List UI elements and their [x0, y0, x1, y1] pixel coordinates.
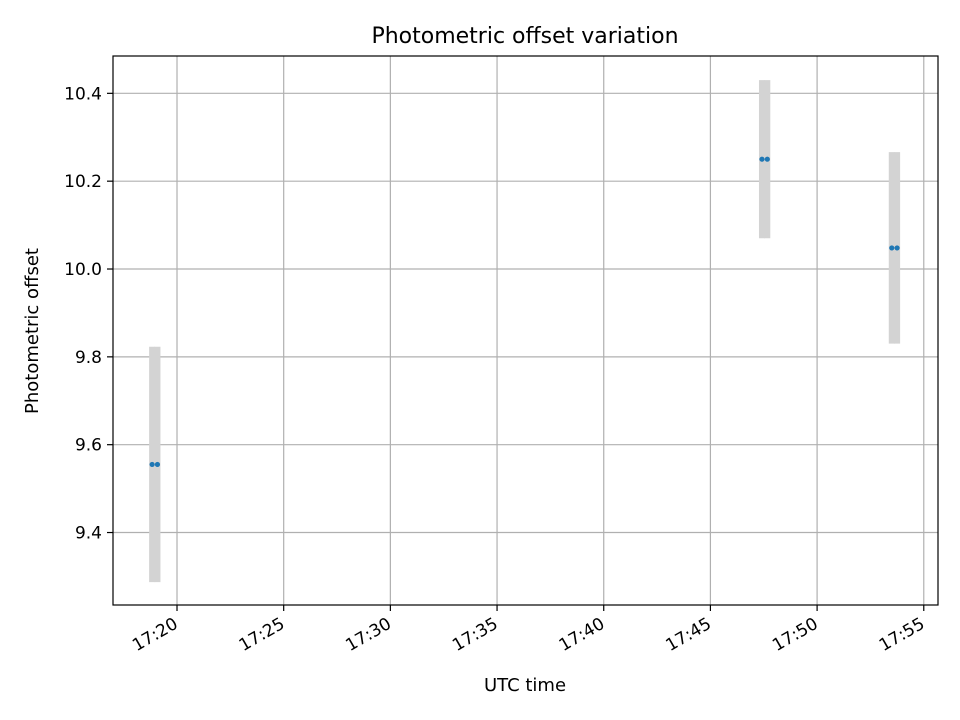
- data-point: [764, 156, 770, 162]
- data-point: [889, 245, 895, 251]
- x-axis-ticks: 17:20 17:25 17:30 17:35 17:40 17:45 17:50 17:55: [129, 605, 928, 656]
- x-tick-label: 17:50: [769, 614, 821, 656]
- x-tick-label: 17:45: [662, 614, 714, 656]
- data-point: [894, 245, 900, 251]
- y-axis-ticks: 9.4 9.6 9.8 10.0 10.2 10.4: [64, 84, 113, 544]
- x-tick-label: 17:25: [236, 614, 288, 656]
- grid: [113, 56, 938, 605]
- x-tick-label: 17:30: [342, 614, 394, 656]
- y-axis-label: Photometric offset: [22, 248, 43, 414]
- x-axis-label: UTC time: [484, 675, 566, 696]
- y-tick-label: 10.4: [64, 84, 102, 104]
- x-tick-label: 17:55: [876, 614, 928, 656]
- chart-title: Photometric offset variation: [371, 24, 678, 49]
- y-tick-label: 9.4: [75, 524, 102, 544]
- y-tick-label: 9.8: [75, 348, 102, 368]
- error-bars: [149, 80, 901, 583]
- y-tick-label: 10.0: [64, 260, 102, 280]
- data-points: [149, 156, 900, 468]
- x-tick-label: 17:20: [129, 614, 181, 656]
- plot-frame: [112, 55, 939, 606]
- x-tick-label: 17:40: [556, 614, 608, 656]
- data-point: [149, 461, 155, 468]
- data-point: [759, 156, 765, 162]
- y-tick-label: 10.2: [64, 172, 102, 192]
- data-point: [154, 461, 161, 468]
- x-tick-label: 17:35: [449, 614, 501, 656]
- y-tick-label: 9.6: [75, 436, 102, 456]
